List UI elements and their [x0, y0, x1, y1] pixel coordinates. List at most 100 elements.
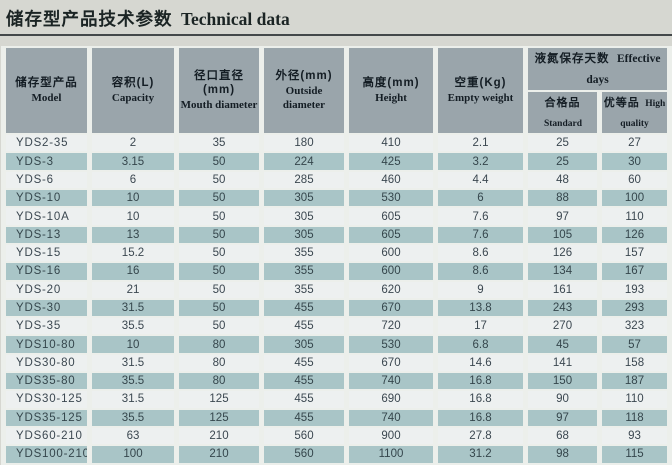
- model-cell: YDS-10: [6, 190, 87, 207]
- model-cell: YDS60-210: [6, 427, 87, 445]
- value-cell: 50: [179, 190, 259, 207]
- column-header-standard-en: Standard: [543, 119, 582, 130]
- column-header-empty-weight-en: Empty weight: [447, 91, 514, 104]
- value-cell: 305: [264, 190, 344, 207]
- value-cell: 97: [528, 409, 597, 426]
- column-header-high-quality-zh: 优等品: [603, 96, 640, 109]
- column-header-model-zh: 储存型产品: [15, 76, 78, 89]
- model-cell: YDS35-80: [6, 373, 87, 390]
- value-cell: 98: [528, 446, 597, 463]
- value-cell: 740: [349, 373, 433, 390]
- model-cell: YDS30-125: [6, 391, 87, 408]
- value-cell: 30: [602, 153, 667, 170]
- value-cell: 560: [264, 446, 344, 463]
- model-cell: YDS-15: [6, 244, 87, 262]
- value-cell: 2.1: [438, 135, 523, 152]
- value-cell: 118: [602, 409, 667, 426]
- value-cell: 605: [349, 226, 433, 243]
- value-cell: 50: [179, 171, 259, 189]
- value-cell: 6: [92, 171, 174, 189]
- value-cell: 210: [179, 427, 259, 445]
- column-header-height-en: Height: [375, 91, 407, 104]
- table-row: YDS10-80 10 80 305 530 6.8 45 57: [6, 336, 667, 353]
- value-cell: 125: [179, 409, 259, 426]
- column-header-mouth-diameter: 径口直径(mm) Mouth diameter: [179, 48, 259, 134]
- value-cell: 1100: [349, 446, 433, 463]
- value-cell: 9: [438, 281, 523, 298]
- table-row: YDS30-125 31.5 125 455 690 16.8 90 110: [6, 391, 667, 408]
- column-header-model: 储存型产品 Model: [6, 48, 87, 134]
- technical-data-table: 储存型产品 Model 容积(L) Capacity 径口直径(mm) Mout…: [1, 46, 672, 465]
- value-cell: 10: [92, 208, 174, 225]
- value-cell: 45: [528, 336, 597, 353]
- table-row: YDS30-80 31.5 80 455 670 14.6 141 158: [6, 354, 667, 372]
- value-cell: 80: [179, 373, 259, 390]
- value-cell: 193: [602, 281, 667, 298]
- table-row: YDS100-210 100 210 560 1100 31.2 98 115: [6, 446, 667, 463]
- value-cell: 93: [602, 427, 667, 445]
- column-header-capacity: 容积(L) Capacity: [92, 48, 174, 134]
- model-cell: YDS-16: [6, 263, 87, 280]
- column-header-effective-days-en: Effective days: [586, 53, 661, 86]
- model-cell: YDS30-80: [6, 354, 87, 372]
- table-row: YDS60-210 63 210 560 900 27.8 68 93: [6, 427, 667, 445]
- page-title: 储存型产品技术参数 Technical data: [0, 0, 672, 32]
- model-cell: YDS-30: [6, 299, 87, 317]
- model-cell: YDS-20: [6, 281, 87, 298]
- model-cell: YDS100-210: [6, 446, 87, 463]
- value-cell: 35: [179, 135, 259, 152]
- value-cell: 50: [179, 263, 259, 280]
- value-cell: 455: [264, 391, 344, 408]
- value-cell: 35.5: [92, 318, 174, 335]
- value-cell: 13.8: [438, 299, 523, 317]
- value-cell: 740: [349, 409, 433, 426]
- value-cell: 97: [528, 208, 597, 225]
- value-cell: 16.8: [438, 373, 523, 390]
- table-row: YDS-6 6 50 285 460 4.4 48 60: [6, 171, 667, 189]
- value-cell: 15.2: [92, 244, 174, 262]
- value-cell: 7.6: [438, 226, 523, 243]
- column-header-outside-diameter-en: Outside diameter: [282, 84, 326, 112]
- value-cell: 13: [92, 226, 174, 243]
- value-cell: 305: [264, 226, 344, 243]
- header-row-main: 储存型产品 Model 容积(L) Capacity 径口直径(mm) Mout…: [6, 48, 667, 134]
- table-row: YDS-10 10 50 305 530 6 88 100: [6, 190, 667, 207]
- value-cell: 355: [264, 244, 344, 262]
- table-row: YDS-15 15.2 50 355 600 8.6 126 157: [6, 244, 667, 262]
- model-cell: YDS2-35: [6, 135, 87, 152]
- value-cell: 16.8: [438, 409, 523, 426]
- value-cell: 110: [602, 391, 667, 408]
- column-header-capacity-en: Capacity: [111, 91, 155, 104]
- table-row: YDS-35 35.5 50 455 720 17 270 323: [6, 318, 667, 335]
- value-cell: 27.8: [438, 427, 523, 445]
- column-header-high-quality-en: High quality: [620, 98, 666, 130]
- value-cell: 720: [349, 318, 433, 335]
- model-cell: YDS35-125: [6, 409, 87, 426]
- value-cell: 2: [92, 135, 174, 152]
- column-header-empty-weight-zh: 空重(Kg): [454, 76, 507, 89]
- value-cell: 68: [528, 427, 597, 445]
- column-header-capacity-zh: 容积(L): [111, 76, 155, 89]
- table-row: YDS35-125 35.5 125 455 740 16.8 97 118: [6, 409, 667, 426]
- value-cell: 3.2: [438, 153, 523, 170]
- value-cell: 455: [264, 318, 344, 335]
- value-cell: 455: [264, 354, 344, 372]
- column-header-outside-diameter: 外径(mm) Outside diameter: [264, 48, 344, 134]
- value-cell: 6: [438, 190, 523, 207]
- value-cell: 670: [349, 354, 433, 372]
- column-header-standard-zh: 合格品: [544, 96, 581, 109]
- value-cell: 110: [602, 208, 667, 225]
- value-cell: 530: [349, 190, 433, 207]
- column-header-outside-diameter-zh: 外径(mm): [275, 69, 333, 82]
- table-row: YDS-13 13 50 305 605 7.6 105 126: [6, 226, 667, 243]
- model-cell: YDS10-80: [6, 336, 87, 353]
- value-cell: 57: [602, 336, 667, 353]
- column-header-high-quality: 优等品 High quality: [602, 91, 667, 134]
- value-cell: 605: [349, 208, 433, 225]
- value-cell: 126: [528, 244, 597, 262]
- value-cell: 900: [349, 427, 433, 445]
- value-cell: 620: [349, 281, 433, 298]
- value-cell: 560: [264, 427, 344, 445]
- value-cell: 27: [602, 135, 667, 152]
- value-cell: 50: [179, 153, 259, 170]
